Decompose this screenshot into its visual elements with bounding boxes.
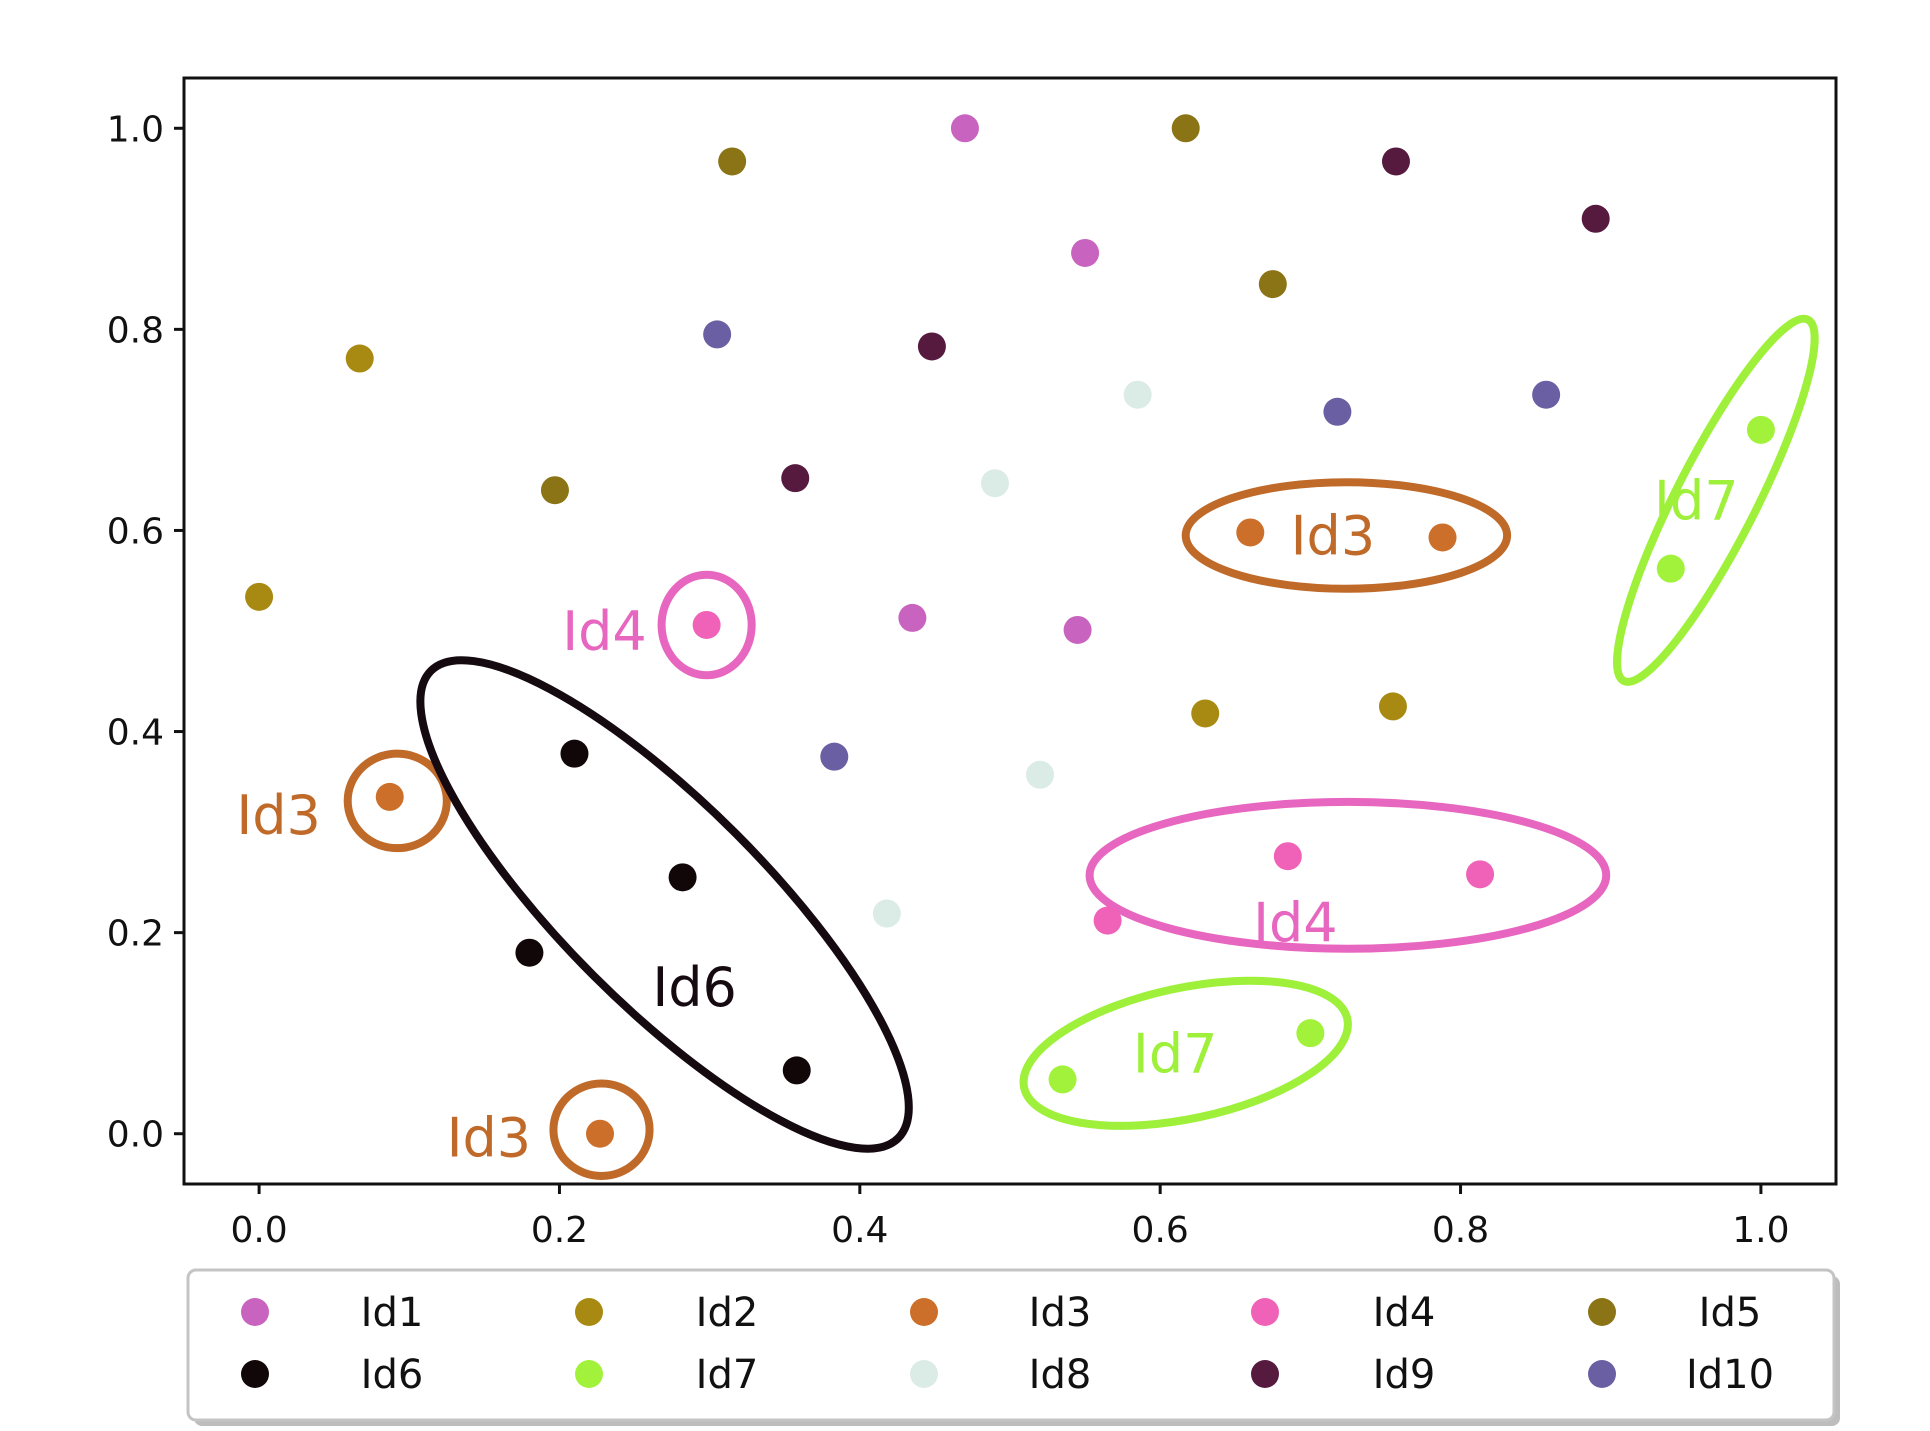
legend-marker-id3 — [910, 1298, 938, 1326]
x-tick-label: 0.4 — [831, 1210, 888, 1251]
point-id2 — [345, 344, 374, 373]
point-id10 — [1532, 380, 1561, 409]
point-id3 — [375, 782, 404, 811]
legend-marker-id1 — [241, 1298, 269, 1326]
point-id5 — [1171, 114, 1200, 143]
legend-marker-id6 — [241, 1360, 269, 1388]
point-id9 — [917, 332, 946, 361]
legend-marker-id10 — [1588, 1360, 1616, 1388]
annotation-ellipse-id3 — [549, 1079, 654, 1180]
legend-marker-id5 — [1588, 1298, 1616, 1326]
annotation-ellipse-id3 — [343, 749, 451, 853]
y-tick-label: 1.0 — [107, 109, 164, 150]
annotation-label-id3: Id3 — [1291, 504, 1376, 567]
point-id10 — [1323, 397, 1352, 426]
point-id5 — [1258, 270, 1287, 299]
legend-label-id2: Id2 — [696, 1290, 759, 1336]
annotation-ellipse-id3 — [1181, 478, 1512, 593]
point-id3 — [586, 1119, 615, 1148]
point-id8 — [872, 899, 901, 928]
y-tick-label: 0.8 — [107, 310, 164, 351]
y-tick-label: 0.0 — [107, 1115, 164, 1156]
point-id9 — [1381, 147, 1410, 176]
point-id7 — [1048, 1065, 1077, 1094]
legend-items: Id1 Id2 Id3 Id4 Id5 Id6 Id7 Id8 Id9 Id10 — [241, 1290, 1774, 1398]
x-tick-label: 0.6 — [1132, 1210, 1189, 1251]
legend-label-id3: Id3 — [1029, 1290, 1092, 1336]
point-id1 — [1063, 615, 1092, 644]
legend-label-id10: Id10 — [1686, 1352, 1774, 1398]
x-tick-label: 0.0 — [230, 1210, 287, 1251]
legend-marker-id8 — [910, 1360, 938, 1388]
legend-marker-id9 — [1251, 1360, 1279, 1388]
legend-label-id6: Id6 — [361, 1352, 424, 1398]
point-id3 — [1428, 523, 1457, 552]
legend: Id1 Id2 Id3 Id4 Id5 Id6 Id7 Id8 Id9 Id10 — [186, 1268, 1840, 1426]
legend-marker-id2 — [575, 1298, 603, 1326]
annotation-label-id4: Id4 — [1253, 892, 1338, 955]
point-id4 — [1466, 860, 1495, 889]
annotation-label-id7: Id7 — [1654, 469, 1739, 532]
annotation-label-id6: Id6 — [652, 956, 737, 1019]
point-id6 — [560, 739, 589, 768]
legend-marker-id4 — [1251, 1298, 1279, 1326]
point-id1 — [898, 603, 927, 632]
point-id4 — [1093, 906, 1122, 935]
point-id1 — [950, 114, 979, 143]
point-id3 — [1236, 518, 1265, 547]
legend-label-id5: Id5 — [1699, 1290, 1762, 1336]
point-id2 — [1191, 699, 1220, 728]
point-id8 — [980, 469, 1009, 498]
annotation-ellipse-id4 — [657, 570, 756, 680]
legend-box — [186, 1268, 1836, 1422]
annotation-ellipse-id4 — [1085, 797, 1611, 953]
point-id10 — [703, 320, 732, 349]
point-id8 — [1026, 760, 1055, 789]
legend-label-id9: Id9 — [1373, 1352, 1436, 1398]
point-id9 — [1581, 204, 1610, 233]
annotation-label-id3: Id3 — [447, 1107, 532, 1170]
legend-label-id4: Id4 — [1373, 1290, 1436, 1336]
data-points — [245, 114, 1775, 1148]
annotation-ellipse-id7 — [1613, 314, 1819, 686]
annotation-label-id3: Id3 — [236, 784, 321, 847]
annotation-label-id4: Id4 — [562, 600, 647, 663]
annotation-ellipse-id7 — [1019, 976, 1352, 1130]
legend-marker-id7 — [575, 1360, 603, 1388]
point-id2 — [1378, 692, 1407, 721]
point-id5 — [718, 147, 747, 176]
point-id7 — [1296, 1019, 1325, 1048]
point-id4 — [692, 610, 721, 639]
x-tick-label: 0.2 — [531, 1210, 588, 1251]
annotation-label-id7: Id7 — [1133, 1022, 1218, 1085]
legend-label-id7: Id7 — [696, 1352, 759, 1398]
point-id5 — [540, 476, 569, 505]
point-id1 — [1071, 238, 1100, 267]
point-id8 — [1123, 380, 1152, 409]
legend-label-id8: Id8 — [1029, 1352, 1092, 1398]
y-tick-label: 0.6 — [107, 511, 164, 552]
axis-ticks: 0.0 0.2 0.4 0.6 0.8 1.0 0.0 0.2 0.4 0.6 0.8 1.0 — [107, 109, 1790, 1251]
point-id4 — [1273, 842, 1302, 871]
annotation-ellipse-id6 — [416, 656, 913, 1153]
x-tick-label: 1.0 — [1732, 1210, 1789, 1251]
point-id6 — [515, 938, 544, 967]
point-id9 — [781, 464, 810, 493]
point-id7 — [1746, 415, 1775, 444]
plot-frame — [182, 76, 1838, 1186]
y-tick-label: 0.2 — [107, 914, 164, 955]
point-id6 — [782, 1056, 811, 1085]
x-tick-label: 0.8 — [1432, 1210, 1489, 1251]
cluster-annotations: Id3 Id7 Id4 Id3 Id6 Id4 Id3 Id7 — [236, 314, 1819, 1180]
point-id6 — [668, 863, 697, 892]
point-id7 — [1656, 554, 1685, 583]
point-id10 — [820, 742, 849, 771]
y-tick-label: 0.4 — [107, 713, 164, 754]
legend-label-id1: Id1 — [361, 1290, 424, 1336]
point-id2 — [245, 582, 274, 611]
